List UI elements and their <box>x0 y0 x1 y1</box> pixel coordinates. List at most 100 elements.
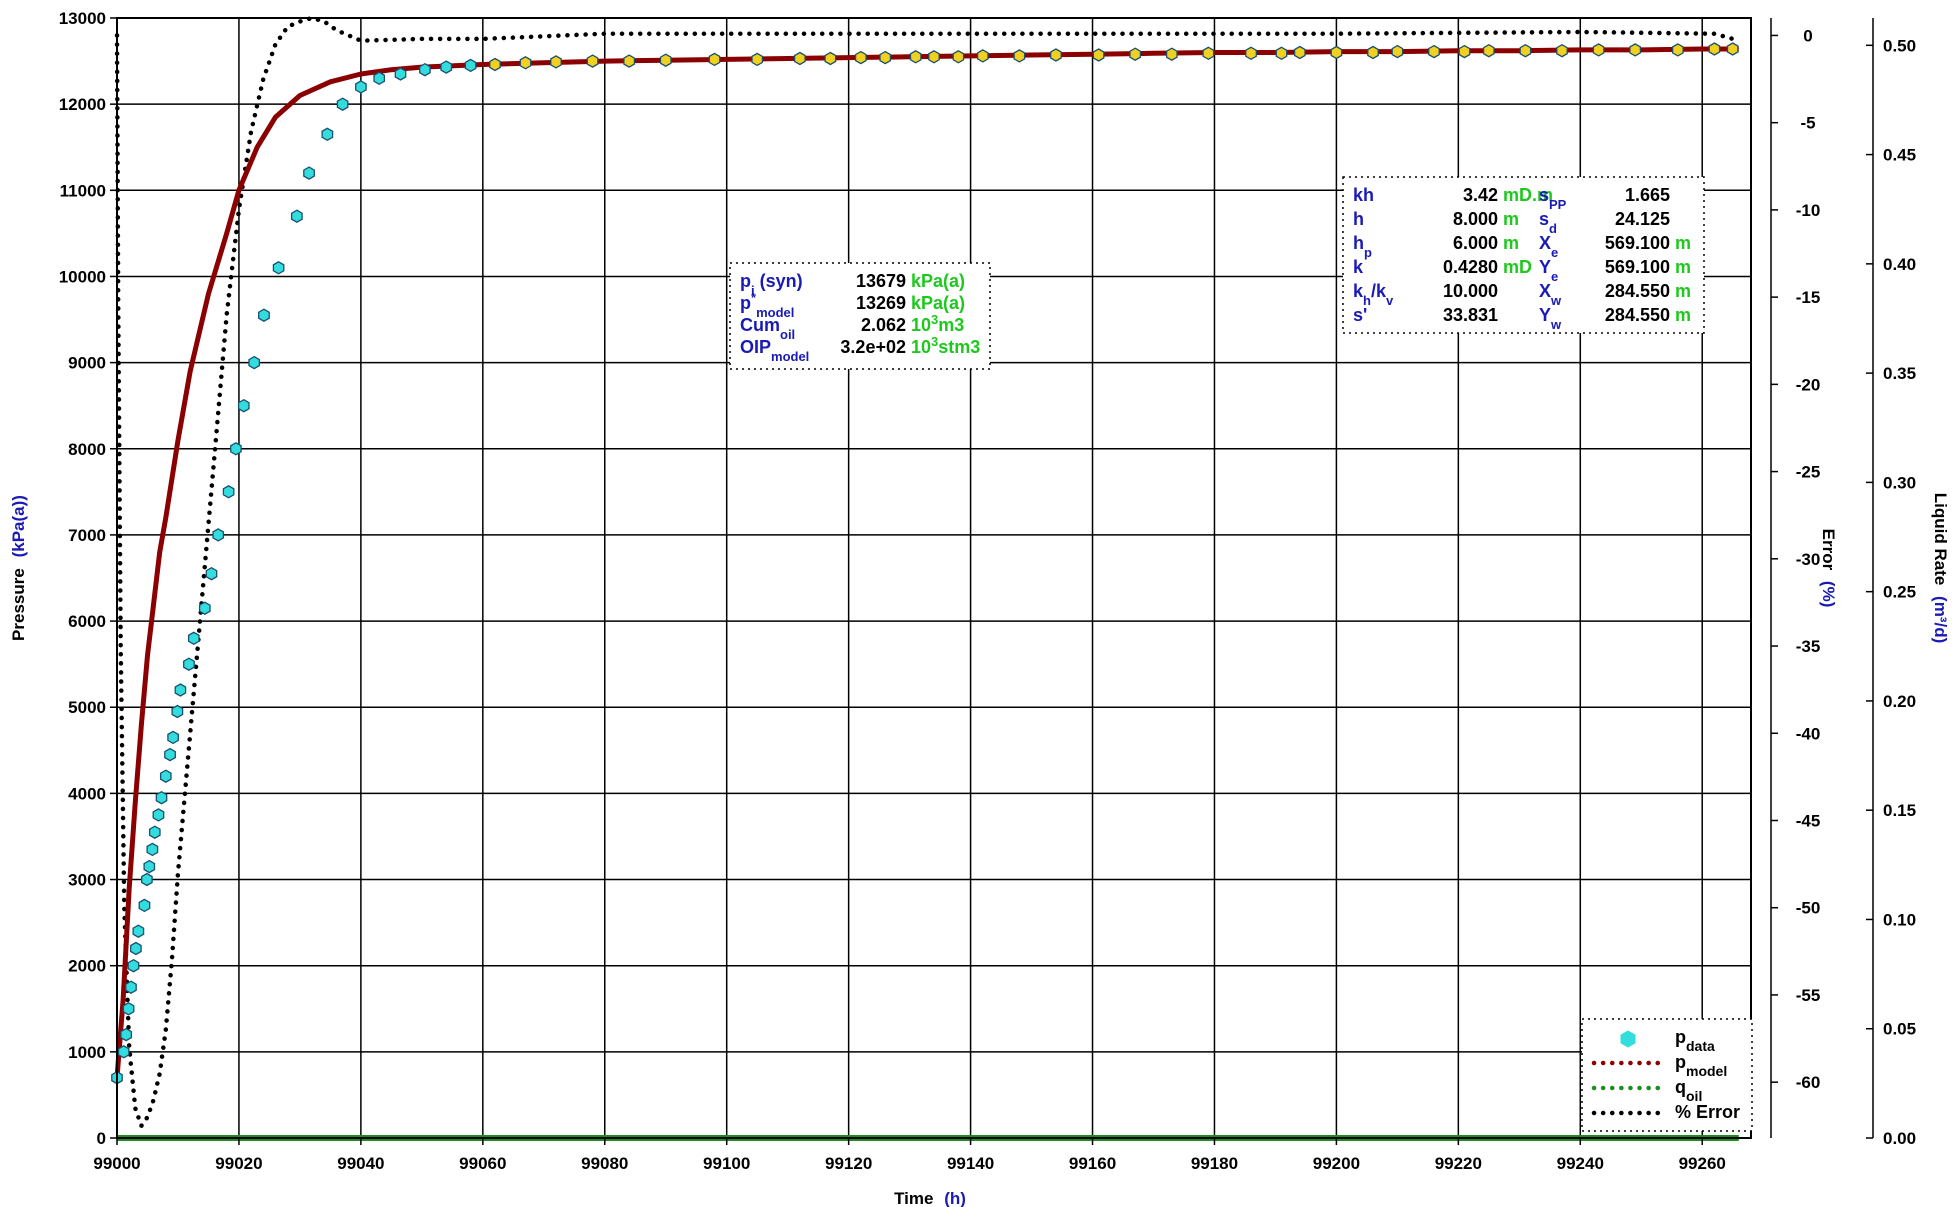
pressure-axis-label: Pressure <box>9 568 28 641</box>
param-label-base: k <box>1353 281 1364 301</box>
param-label-sub2: v <box>1386 293 1394 308</box>
error-tick-label: -30 <box>1796 550 1821 569</box>
parameter-box-frame <box>1342 176 1705 334</box>
param-label-base: Cum <box>740 315 780 335</box>
param-label: Yw <box>1539 305 1562 332</box>
param-unit: m <box>1675 257 1691 277</box>
p-data-point <box>125 980 137 994</box>
error-tick-label: 0 <box>1803 26 1812 45</box>
legend-label: qoil <box>1675 1077 1702 1104</box>
p-data-point <box>952 50 965 64</box>
x-tick-label: 99140 <box>947 1154 994 1173</box>
x-axis-label: Time <box>894 1189 933 1207</box>
legend-label: % Error <box>1675 1102 1740 1122</box>
param-unit: mD.m <box>1503 185 1553 205</box>
p-data-point <box>155 790 168 805</box>
param-label-sub: PP <box>1549 197 1567 212</box>
param-value: 10.000 <box>1443 281 1498 301</box>
p-data-point <box>248 355 261 370</box>
param-label-base: X <box>1539 233 1551 253</box>
param-value: 3.42 <box>1463 185 1498 205</box>
p-data-point <box>152 808 165 822</box>
legend-label-sub: data <box>1686 1038 1715 1054</box>
param-label-base: X <box>1539 281 1551 301</box>
p-data-point <box>394 67 407 81</box>
p-data-point <box>419 62 431 77</box>
param-label-base: p <box>740 271 751 291</box>
param-label-base: s' <box>1353 305 1367 325</box>
param-value: 284.550 <box>1605 281 1670 301</box>
p-data-point <box>205 566 218 581</box>
x-axis-unit: (h) <box>944 1189 966 1207</box>
pressure-tick-label: 9000 <box>68 354 106 373</box>
param-unit-tail: m3 <box>938 315 964 335</box>
p-data-point <box>159 769 172 783</box>
param-label: pi (syn) <box>740 271 803 298</box>
param-label-base: k <box>1353 257 1364 277</box>
pressure-tick-label: 8000 <box>68 440 106 459</box>
param-unit: kPa(a) <box>911 271 965 291</box>
pressure-tick-label: 7000 <box>68 526 106 545</box>
param-label-sub: p <box>1364 245 1372 260</box>
p-data-point <box>550 55 562 69</box>
param-unit-base: kPa(a) <box>911 271 965 291</box>
p-data-point <box>708 52 721 67</box>
p-data-point <box>1092 48 1105 62</box>
param-label-base: Y <box>1539 257 1551 277</box>
rate-tick-label: 0.25 <box>1883 583 1916 602</box>
p-data-point <box>909 50 922 64</box>
p-data-point <box>623 54 636 68</box>
param-label: kh <box>1353 185 1374 205</box>
x-tick-label: 99000 <box>93 1154 140 1173</box>
rate-tick-label: 0.50 <box>1883 36 1916 55</box>
p-data-point <box>146 842 159 857</box>
param-label-base: h <box>1353 233 1364 253</box>
p-data-point <box>1708 42 1721 56</box>
param-value: 284.550 <box>1605 305 1670 325</box>
p-data-point <box>1050 48 1062 62</box>
legend-label-base: p <box>1675 1027 1686 1047</box>
p-data-point <box>1592 43 1605 57</box>
p-data-point <box>1671 43 1684 57</box>
p-data-series <box>111 42 1739 1085</box>
param-value: 8.000 <box>1453 209 1498 229</box>
param-label: Xe <box>1539 233 1558 260</box>
rate-tick-label: 0.05 <box>1883 1020 1916 1039</box>
param-label-sub: w <box>1550 293 1562 308</box>
p-data-point <box>1391 44 1404 59</box>
x-tick-label: 99200 <box>1313 1154 1360 1173</box>
param-value: 2.062 <box>861 315 906 335</box>
rate-tick-label: 0.20 <box>1883 692 1916 711</box>
legend-label-base: % Error <box>1675 1102 1740 1122</box>
param-label-sub: e <box>1551 245 1558 260</box>
error-tick-label: -5 <box>1800 114 1815 133</box>
param-unit: m <box>1675 233 1691 253</box>
p-data-point <box>164 747 176 762</box>
p-data-point <box>793 51 806 66</box>
param-label-sub: oil <box>780 327 795 342</box>
param-label-slash: / <box>1371 281 1376 301</box>
param-label-sub: e <box>1551 269 1558 284</box>
param-label-sub: model <box>771 349 809 364</box>
rate-tick-label: 0.45 <box>1883 146 1916 165</box>
error-tick-label: -60 <box>1796 1073 1821 1092</box>
error-tick-label: -10 <box>1796 201 1821 220</box>
p-data-point <box>928 50 940 64</box>
x-tick-label: 99160 <box>1069 1154 1116 1173</box>
pressure-tick-label: 0 <box>97 1129 106 1148</box>
legend-label-sub: oil <box>1686 1088 1702 1104</box>
pressure-tick-label: 10000 <box>59 267 106 286</box>
param-value: 569.100 <box>1605 233 1670 253</box>
p-data-point <box>230 442 242 456</box>
p-data-point <box>1129 47 1142 61</box>
p-data-point <box>659 53 672 67</box>
p-data-point <box>1275 46 1288 61</box>
param-label-sub: model <box>756 305 794 320</box>
x-tick-label: 99180 <box>1191 1154 1238 1173</box>
error-tick-label: -20 <box>1796 375 1821 394</box>
p-data-point <box>171 704 184 719</box>
param-unit: m <box>1675 305 1691 325</box>
x-axis-title: Time (h) <box>894 1189 966 1207</box>
error-axis-unit: (%) <box>1819 581 1838 607</box>
